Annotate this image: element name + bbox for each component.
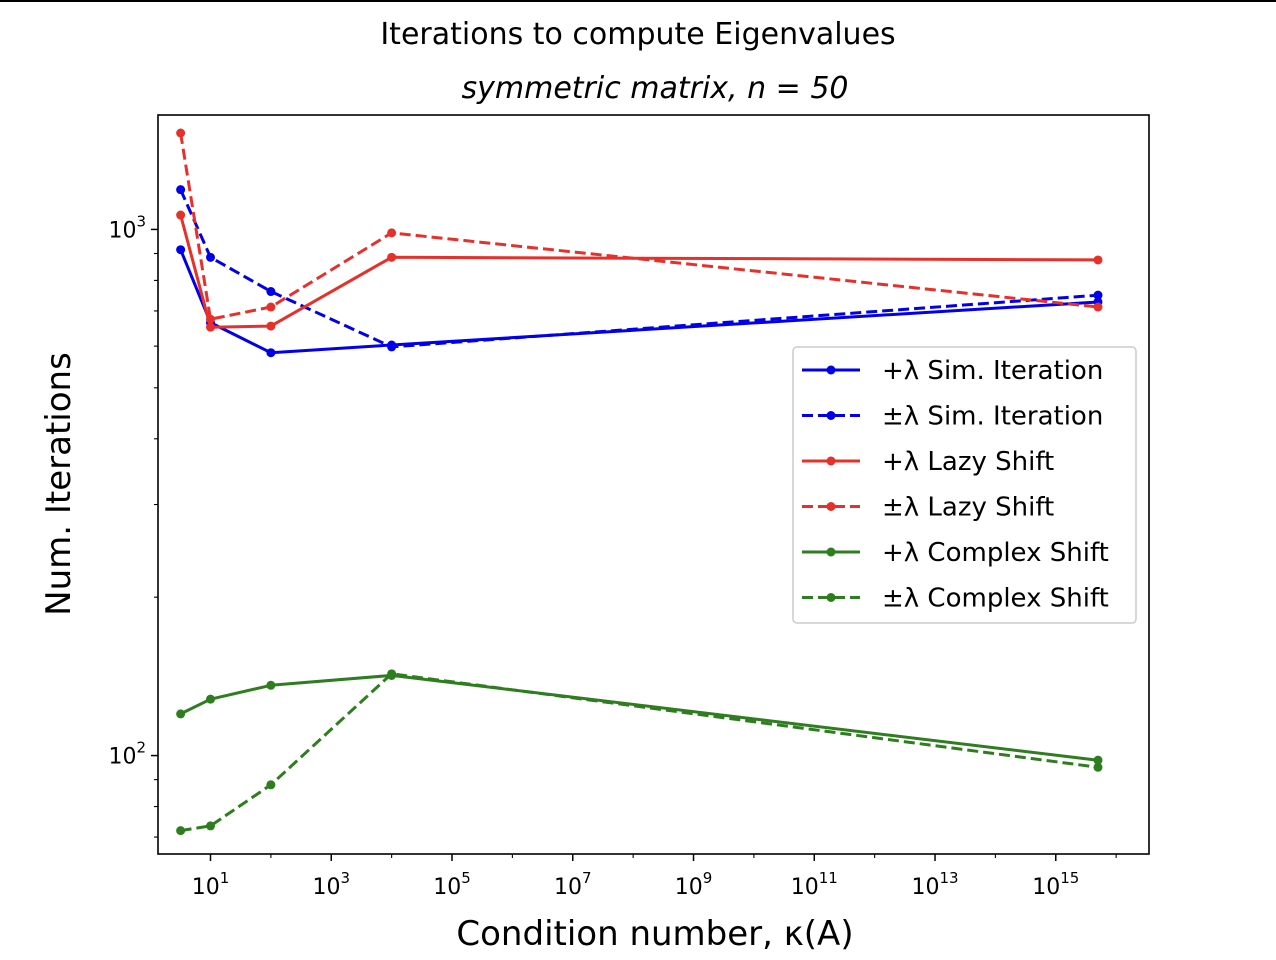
legend: +λ Sim. Iteration ±λ Sim. Iteration +λ Laz… [792, 346, 1137, 624]
plot-frame [157, 114, 1150, 855]
y-axis-label: Num. Iterations [39, 352, 79, 616]
data-point [176, 128, 186, 138]
data-point [1093, 755, 1103, 765]
data-point [387, 228, 397, 238]
data-point [206, 694, 216, 704]
legend-label: ±λ Sim. Iteration [882, 402, 1103, 432]
legend-marker [826, 456, 836, 466]
x-tick-label: 1011 [791, 869, 838, 900]
legend-marker [826, 547, 836, 557]
series-group [176, 669, 1103, 836]
legend-label: +λ Lazy Shift [882, 447, 1054, 477]
chart-subtitle: symmetric matrix, n = 50 [461, 71, 848, 106]
ticks-layer: 101 103 105 107 109 1011 1013 1015 102 103 [108, 212, 1117, 900]
x-tick-label: 103 [312, 869, 350, 900]
legend-label: ±λ Lazy Shift [882, 493, 1054, 523]
x-tick-label: 1015 [1032, 869, 1079, 900]
x-tick-label: 105 [433, 869, 471, 900]
series-line [179, 249, 1099, 355]
data-point [266, 302, 276, 312]
series-group [176, 128, 1103, 324]
legend-label: +λ Complex Shift [882, 538, 1109, 568]
data-point [266, 321, 276, 331]
x-axis-label: Condition number, κ(A) [456, 914, 853, 954]
series-line [179, 673, 1099, 762]
series-group [176, 210, 1103, 332]
legend-label: ±λ Complex Shift [882, 584, 1109, 614]
x-tick-label: 1013 [911, 869, 958, 900]
x-tick-label: 107 [554, 869, 592, 900]
data-point [1093, 290, 1103, 300]
data-point [176, 709, 186, 719]
chart-title: Iterations to compute Eigenvalues [380, 17, 895, 52]
legend-label: +λ Sim. Iteration [882, 356, 1103, 386]
data-point [206, 252, 216, 262]
legend-marker [826, 502, 836, 511]
data-point [266, 348, 276, 358]
legend-marker [826, 411, 836, 420]
legend-marker [826, 593, 836, 602]
data-point [176, 245, 186, 255]
legend-box [792, 346, 1137, 624]
data-point [266, 680, 276, 690]
data-point [206, 322, 216, 332]
top-border [0, 0, 1276, 2]
data-point [1093, 762, 1103, 772]
y-tick-label: 102 [108, 739, 146, 770]
series-group [176, 185, 1103, 352]
data-point [387, 342, 397, 352]
data-point [266, 780, 276, 790]
data-point [206, 821, 216, 831]
series-line [179, 189, 1099, 349]
y-tick-label: 103 [108, 212, 146, 243]
x-tick-label: 101 [192, 869, 230, 900]
data-point [1093, 255, 1103, 265]
data-point [1093, 302, 1103, 312]
series-layer [176, 128, 1103, 836]
series-group [176, 670, 1103, 765]
x-tick-label: 109 [675, 869, 713, 900]
data-point [206, 314, 216, 324]
data-point [176, 826, 186, 836]
data-point [387, 252, 397, 262]
series-line [179, 132, 1099, 321]
series-line [180, 672, 1099, 833]
data-point [176, 185, 186, 195]
legend-marker [826, 365, 836, 375]
data-point [266, 287, 276, 297]
data-point [387, 669, 397, 679]
data-point [176, 210, 186, 220]
